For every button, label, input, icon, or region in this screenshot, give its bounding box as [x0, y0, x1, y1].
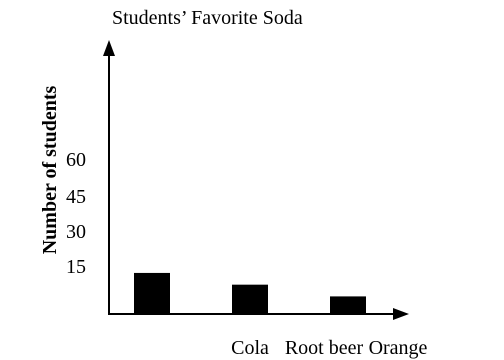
chart-title: Students’ Favorite Soda: [112, 7, 303, 29]
bar-cola: [134, 272, 170, 314]
y-axis-arrowhead: [103, 40, 115, 56]
y-tick-labels: 15 30 45 60: [66, 149, 86, 278]
x-tick-labels: Cola Root beer Orange: [231, 337, 427, 359]
bar-root-beer: [232, 284, 268, 314]
x-tick-label: Root beer: [285, 337, 364, 359]
y-axis-label: Number of students: [39, 86, 61, 255]
y-tick-label: 15: [66, 256, 86, 278]
y-tick-label: 45: [66, 186, 86, 208]
x-axis-arrowhead: [393, 308, 409, 320]
y-tick-label: 60: [66, 149, 86, 171]
bar-orange: [330, 296, 366, 314]
bar-series: [134, 272, 366, 314]
y-tick-label: 30: [66, 221, 86, 243]
x-tick-label: Orange: [369, 337, 428, 359]
x-tick-label: Cola: [231, 337, 269, 359]
